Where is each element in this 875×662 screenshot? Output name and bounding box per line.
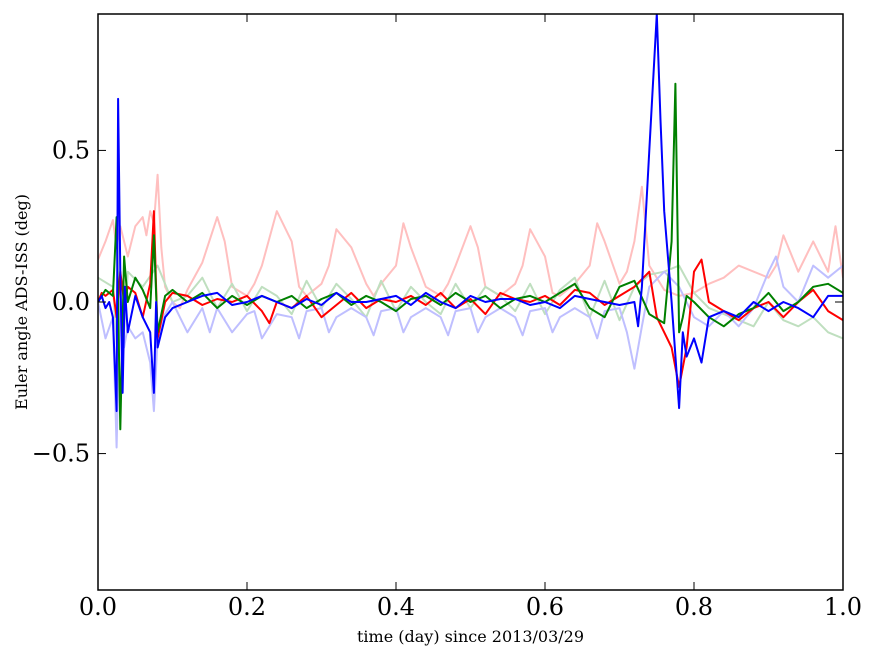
x-tick-label-1: 0.2: [228, 593, 266, 621]
plot-frame: [97, 13, 844, 591]
y-tick-label-0: 0.5: [52, 136, 90, 164]
series-line-1: [98, 264, 843, 394]
series-line-2: [98, 255, 843, 449]
series-line-5: [98, 14, 843, 413]
series-line-4: [98, 82, 843, 431]
x-tick-label-4: 0.8: [675, 593, 713, 621]
x-tick-label-3: 0.6: [526, 593, 564, 621]
ticks-layer: 0.0 0.2 0.4 0.6 0.8 1.0 0.5 0.0 −0.5: [32, 14, 862, 621]
y-axis-label: Euler angle ADS-ISS (deg): [12, 194, 31, 410]
series-line-0: [98, 173, 843, 310]
x-axis-label: time (day) since 2013/03/29: [357, 627, 584, 646]
y-tick-label-1: 0.0: [52, 288, 90, 316]
x-tick-label-2: 0.4: [377, 593, 415, 621]
x-tick-label-0: 0.0: [79, 593, 117, 621]
series-line-3: [98, 210, 843, 388]
x-tick-label-5: 1.0: [824, 593, 862, 621]
y-tick-label-2: −0.5: [32, 440, 90, 468]
series-layer: [98, 14, 843, 449]
